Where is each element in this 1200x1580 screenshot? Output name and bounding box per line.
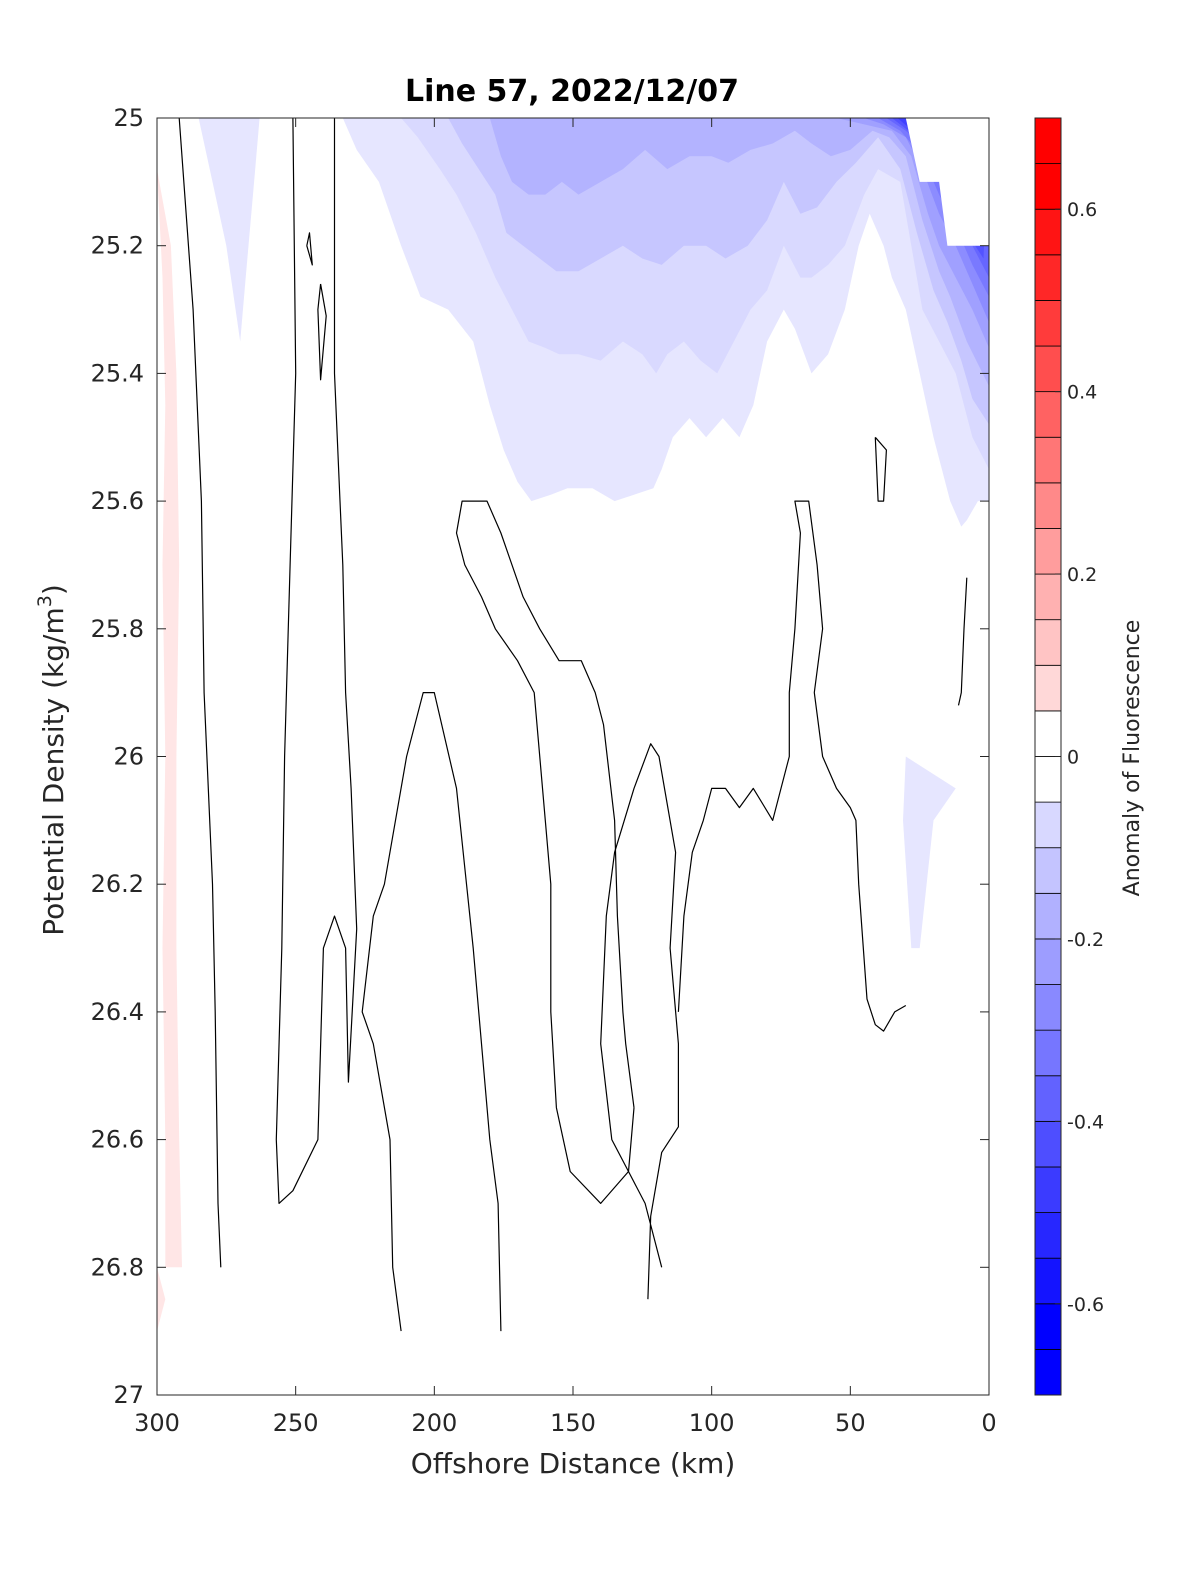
x-tick-label: 100 xyxy=(689,1409,735,1437)
filled-contour-2 xyxy=(198,118,260,342)
filled-contour-6 xyxy=(448,118,989,425)
colorbar-tick-label: -0.2 xyxy=(1067,929,1104,951)
y-tick-label: 26.2 xyxy=(91,870,144,898)
colorbar-band xyxy=(1034,1075,1062,1122)
colorbar-band xyxy=(1034,1348,1062,1396)
chart-title: Line 57, 2022/12/07 xyxy=(405,74,739,109)
colorbar-tick-label: 0.2 xyxy=(1067,564,1097,586)
contour-line-3 xyxy=(317,283,327,381)
colorbar-tick-label: 0.6 xyxy=(1067,199,1097,221)
x-tick-label: 300 xyxy=(134,1409,180,1437)
x-tick-label: 150 xyxy=(550,1409,596,1437)
colorbar-band xyxy=(1034,756,1062,803)
y-tick-label: 25.6 xyxy=(91,487,144,515)
colorbar-tick-label: 0 xyxy=(1067,747,1079,769)
x-tick-label: 0 xyxy=(981,1409,996,1437)
colorbar-band xyxy=(1034,528,1062,575)
colorbar-band xyxy=(1034,436,1062,484)
colorbar-band xyxy=(1034,1303,1062,1350)
colorbar-band xyxy=(1034,847,1062,894)
colorbar-band xyxy=(1034,208,1062,256)
colorbar-band xyxy=(1034,345,1062,393)
colorbar-tick-label: -0.4 xyxy=(1067,1111,1104,1133)
colorbar-label: Anomaly of Fluorescence xyxy=(1120,620,1145,897)
x-axis-label: Offshore Distance (km) xyxy=(411,1447,736,1480)
colorbar-band xyxy=(1034,1029,1062,1077)
contour-line-4 xyxy=(361,691,502,1332)
y-tick-label: 25.2 xyxy=(91,232,144,260)
contour-line-8 xyxy=(677,500,907,1032)
colorbar-band xyxy=(1034,1166,1062,1213)
x-tick-label: 250 xyxy=(273,1409,319,1437)
y-tick-label: 26.6 xyxy=(91,1126,144,1154)
x-tick-label: 50 xyxy=(835,1409,866,1437)
contour-line-7 xyxy=(957,577,968,706)
y-axis-label: Potential Density (kg/m3) xyxy=(34,584,70,936)
colorbar-band xyxy=(1034,482,1062,529)
colorbar-band xyxy=(1034,300,1062,347)
colorbar-tick-label: -0.6 xyxy=(1067,1294,1104,1316)
filled-contour-4 xyxy=(903,756,956,949)
colorbar-band xyxy=(1034,938,1062,985)
colorbar-band xyxy=(1034,117,1062,165)
contour-line-2 xyxy=(306,232,313,266)
plot-area xyxy=(157,118,989,1395)
no-data-region xyxy=(905,118,989,246)
y-tick-label: 25.8 xyxy=(91,615,144,643)
colorbar-band xyxy=(1034,984,1062,1031)
y-tick-label: 25.4 xyxy=(91,359,144,387)
colorbar-band xyxy=(1034,801,1062,849)
filled-contour-1 xyxy=(157,1267,166,1332)
colorbar-band xyxy=(1034,619,1062,666)
y-tick-label: 26 xyxy=(113,743,144,771)
colorbar-band xyxy=(1034,664,1062,712)
x-tick-label: 200 xyxy=(411,1409,457,1437)
colorbar-band xyxy=(1034,1212,1062,1259)
y-tick-label: 25 xyxy=(113,104,144,132)
contour-line-0 xyxy=(178,118,222,1268)
colorbar-band xyxy=(1034,573,1062,621)
colorbar-band xyxy=(1034,391,1062,438)
contour-line-6 xyxy=(455,500,635,1205)
y-tick-label: 26.4 xyxy=(91,998,144,1026)
contour-line-9 xyxy=(874,436,888,502)
colorbar-band xyxy=(1034,163,1062,210)
y-tick-label: 27 xyxy=(113,1381,144,1409)
colorbar-band xyxy=(1034,1120,1062,1168)
y-tick-label: 26.8 xyxy=(91,1253,144,1281)
colorbar-band xyxy=(1034,892,1062,940)
colorbar: -0.6 -0.4 -0.2 0 0.2 0.4 0.6 xyxy=(1034,117,1104,1396)
filled-contour-0 xyxy=(157,169,182,1268)
colorbar-band xyxy=(1034,254,1062,301)
colorbar-band xyxy=(1034,1257,1062,1305)
axes: 300 250 200 150 100 50 0 25 25.2 25.4 25.6 25.8 26 26… xyxy=(91,104,997,1437)
colorbar-band xyxy=(1034,710,1062,757)
colorbar-tick-label: 0.4 xyxy=(1067,382,1097,404)
plot-content xyxy=(157,118,989,1395)
contour-line-1 xyxy=(275,118,358,1205)
